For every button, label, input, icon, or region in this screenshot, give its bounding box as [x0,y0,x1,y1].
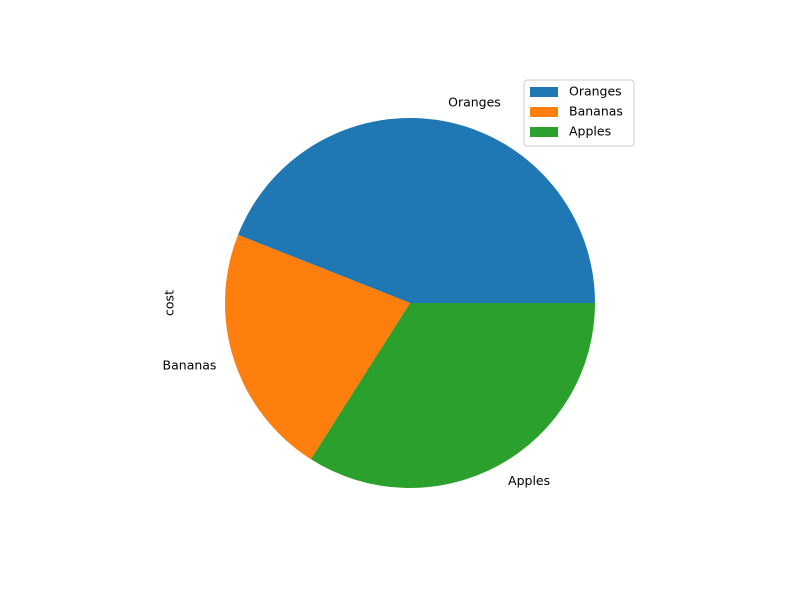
pie-slice-bananas [225,234,410,460]
slice-labels: Oranges Bananas Apples [163,95,551,488]
pie-slices [225,117,596,488]
legend-label-apples: Apples [569,124,611,139]
slice-label-oranges: Oranges [448,95,501,110]
legend-swatch-oranges [530,87,558,97]
slice-label-bananas: Bananas [163,357,217,372]
legend-swatch-apples [530,127,558,137]
y-axis-label: cost [162,290,177,316]
pie-slice-apples [310,303,595,488]
legend-label-bananas: Bananas [569,104,623,119]
legend-swatch-bananas [530,107,558,117]
slice-label-apples: Apples [508,473,550,488]
legend: Oranges Bananas Apples [523,79,635,147]
pie-slice-oranges [237,117,596,303]
legend-label-oranges: Oranges [569,84,622,99]
